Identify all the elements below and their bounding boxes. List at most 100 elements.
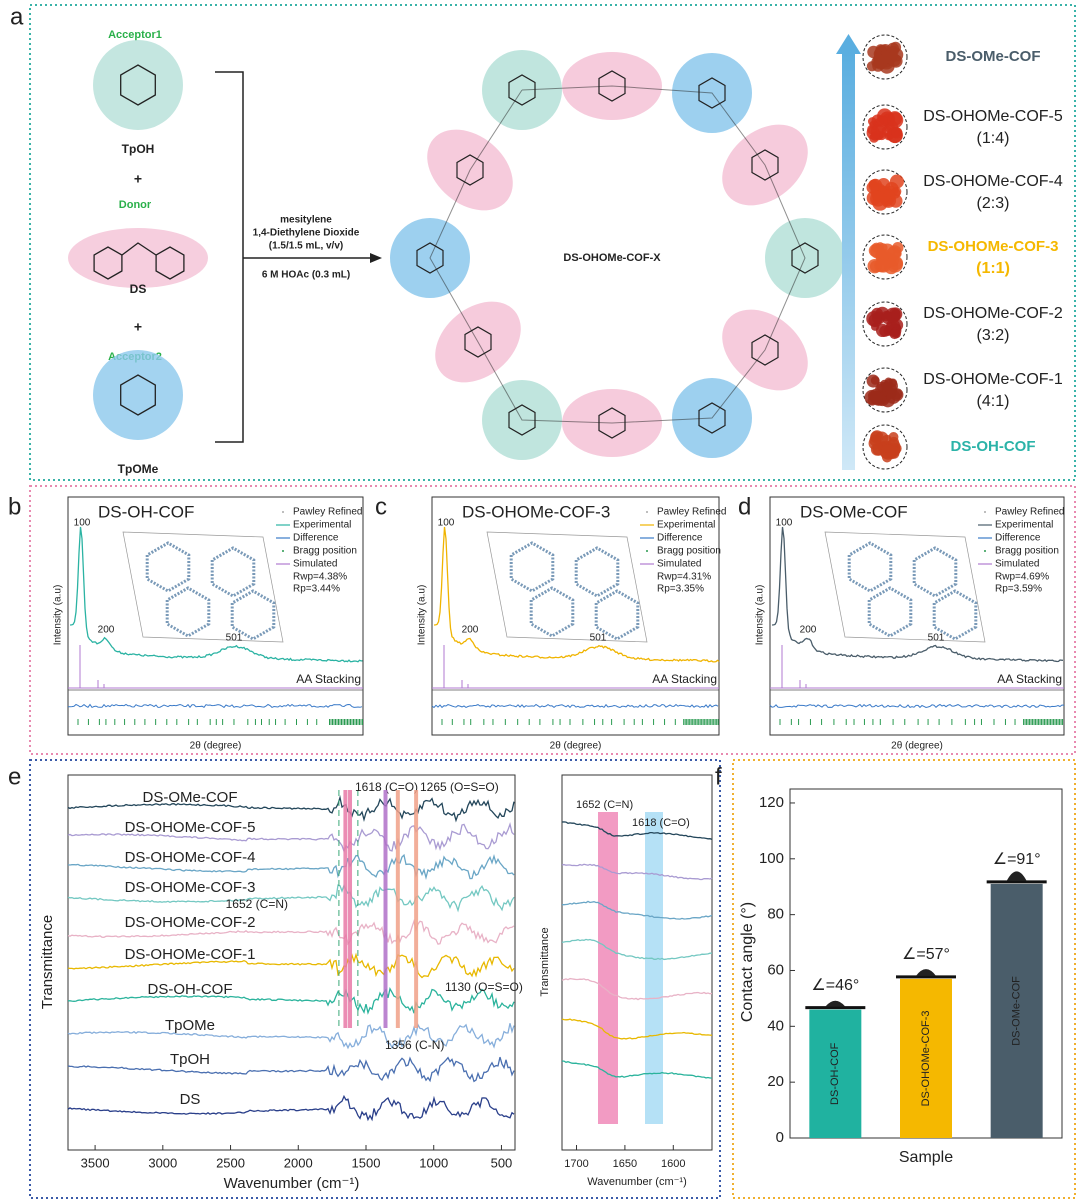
monomer-name: TpOH	[122, 142, 155, 156]
sample-photo	[888, 436, 900, 448]
monomer-role: Donor	[119, 199, 152, 211]
structure-inset	[486, 531, 648, 643]
legend-entry: Bragg position	[995, 546, 1059, 557]
band-label: 1618 (C=O)	[355, 780, 418, 794]
sample-photo	[889, 174, 904, 189]
y-tick-label: 0	[776, 1129, 784, 1146]
sample-photo	[881, 310, 892, 322]
legend-entry: Simulated	[657, 559, 701, 570]
x-tick-label: 1000	[419, 1155, 448, 1170]
y-tick-label: 40	[767, 1017, 784, 1034]
framework	[574, 546, 620, 598]
cof-ring	[456, 154, 484, 186]
x-tick-label: 3000	[148, 1155, 177, 1170]
panel-label: c	[375, 493, 387, 520]
band-label: 1130 (O=S=O)	[445, 980, 523, 994]
plot-frame	[67, 774, 516, 1151]
x-tick-label: 1500	[352, 1155, 381, 1170]
panel-e-border	[29, 759, 721, 1199]
peak-label: 200	[98, 625, 115, 636]
cof-ring	[698, 402, 726, 434]
droplet	[1006, 871, 1027, 881]
sample-label: TpOMe	[165, 1017, 215, 1034]
framework	[912, 546, 958, 598]
y-axis-label: Intensity (a.u)	[755, 585, 766, 646]
bar-category-label: DS-OMe-COF	[1011, 976, 1023, 1046]
y-tick-label: 100	[759, 850, 784, 867]
panel-label: b	[8, 493, 21, 520]
legend-entry: Pawley Refined	[657, 507, 726, 518]
droplet	[825, 1000, 846, 1007]
cof-linkage	[429, 85, 806, 424]
sample-name: DS-OH-COF	[951, 438, 1036, 455]
sample-photo	[876, 115, 888, 127]
x-axis-label: 2θ (degree)	[550, 741, 602, 752]
stacking-label: AA Stacking	[296, 672, 361, 686]
legend-marker	[646, 550, 648, 552]
sample-ratio: (1:1)	[976, 260, 1010, 277]
sample-photo	[870, 376, 880, 385]
band-label: 1356 (C-N)	[385, 1038, 444, 1052]
monomer-highlight	[93, 40, 183, 130]
monomer-role: Acceptor1	[108, 29, 162, 41]
difference-curve	[67, 703, 363, 709]
framework	[145, 541, 191, 593]
ftir-zoom-curve	[562, 1060, 712, 1079]
peak-label: 501	[928, 633, 945, 644]
panel-label: f	[715, 763, 722, 790]
ftir-curve	[67, 1022, 515, 1050]
sample-photo-outline	[862, 34, 908, 80]
benzene-ring	[120, 374, 156, 416]
y-axis-label: Transmittance	[39, 915, 56, 1009]
band-annotation: 1618 (C=O)	[632, 817, 690, 829]
sample-photo	[871, 307, 884, 320]
sample-label: DS-OMe-COF	[143, 789, 238, 806]
framework	[210, 546, 256, 598]
gradient-arrowhead	[836, 34, 861, 54]
plot-frame	[561, 774, 713, 1151]
legend-entry: Difference	[293, 533, 339, 544]
sample-ratio: (1:4)	[977, 130, 1010, 147]
panel-bcd-border	[29, 485, 1076, 755]
sample-photo-outline	[862, 301, 908, 347]
sample-photo-outline	[862, 104, 908, 150]
sample-ratio: (3:2)	[977, 327, 1010, 344]
x-axis-label: Wavenumber (cm⁻¹)	[224, 1175, 360, 1192]
band-label: 1265 (O=S=O)	[420, 780, 499, 794]
sample-photo	[879, 325, 891, 337]
cof-ring	[698, 77, 726, 109]
framework	[847, 541, 893, 593]
condition: 6 M HOAc (0.3 mL)	[262, 270, 350, 281]
cof-ring	[508, 74, 536, 106]
unit-cell	[122, 531, 284, 643]
value-label: ∠=91°	[993, 851, 1041, 868]
sulfone-ring	[121, 242, 157, 256]
structure-inset	[824, 531, 986, 643]
cof-ring	[598, 407, 626, 439]
legend-marker	[646, 511, 648, 513]
sample-name: DS-OMe-COF	[946, 48, 1041, 65]
framework	[509, 541, 555, 593]
legend-entry: Difference	[995, 533, 1041, 544]
peak-label: 200	[462, 625, 479, 636]
y-axis-label: Intensity (a.u)	[53, 585, 64, 646]
simulated-pattern	[68, 645, 363, 689]
xrd-title: DS-OHOMe-COF-3	[462, 502, 610, 521]
legend-marker	[984, 550, 986, 552]
plus-sign: +	[134, 319, 142, 335]
x-axis-label: 2θ (degree)	[190, 741, 242, 752]
band-highlight	[598, 812, 618, 1124]
gradient-arrow	[842, 52, 855, 470]
sample-photo	[869, 390, 883, 405]
sample-photo	[886, 246, 901, 261]
sample-photo	[877, 258, 890, 272]
simulated-pattern	[432, 645, 719, 689]
ftir-curve	[67, 822, 515, 853]
xrd-curve	[69, 526, 363, 663]
ftir-zoom-curve	[561, 863, 713, 881]
framework	[230, 589, 276, 641]
sample-ratio: (2:3)	[977, 195, 1010, 212]
xrd-title: DS-OMe-COF	[800, 502, 908, 521]
x-tick-label: 3500	[81, 1155, 110, 1170]
